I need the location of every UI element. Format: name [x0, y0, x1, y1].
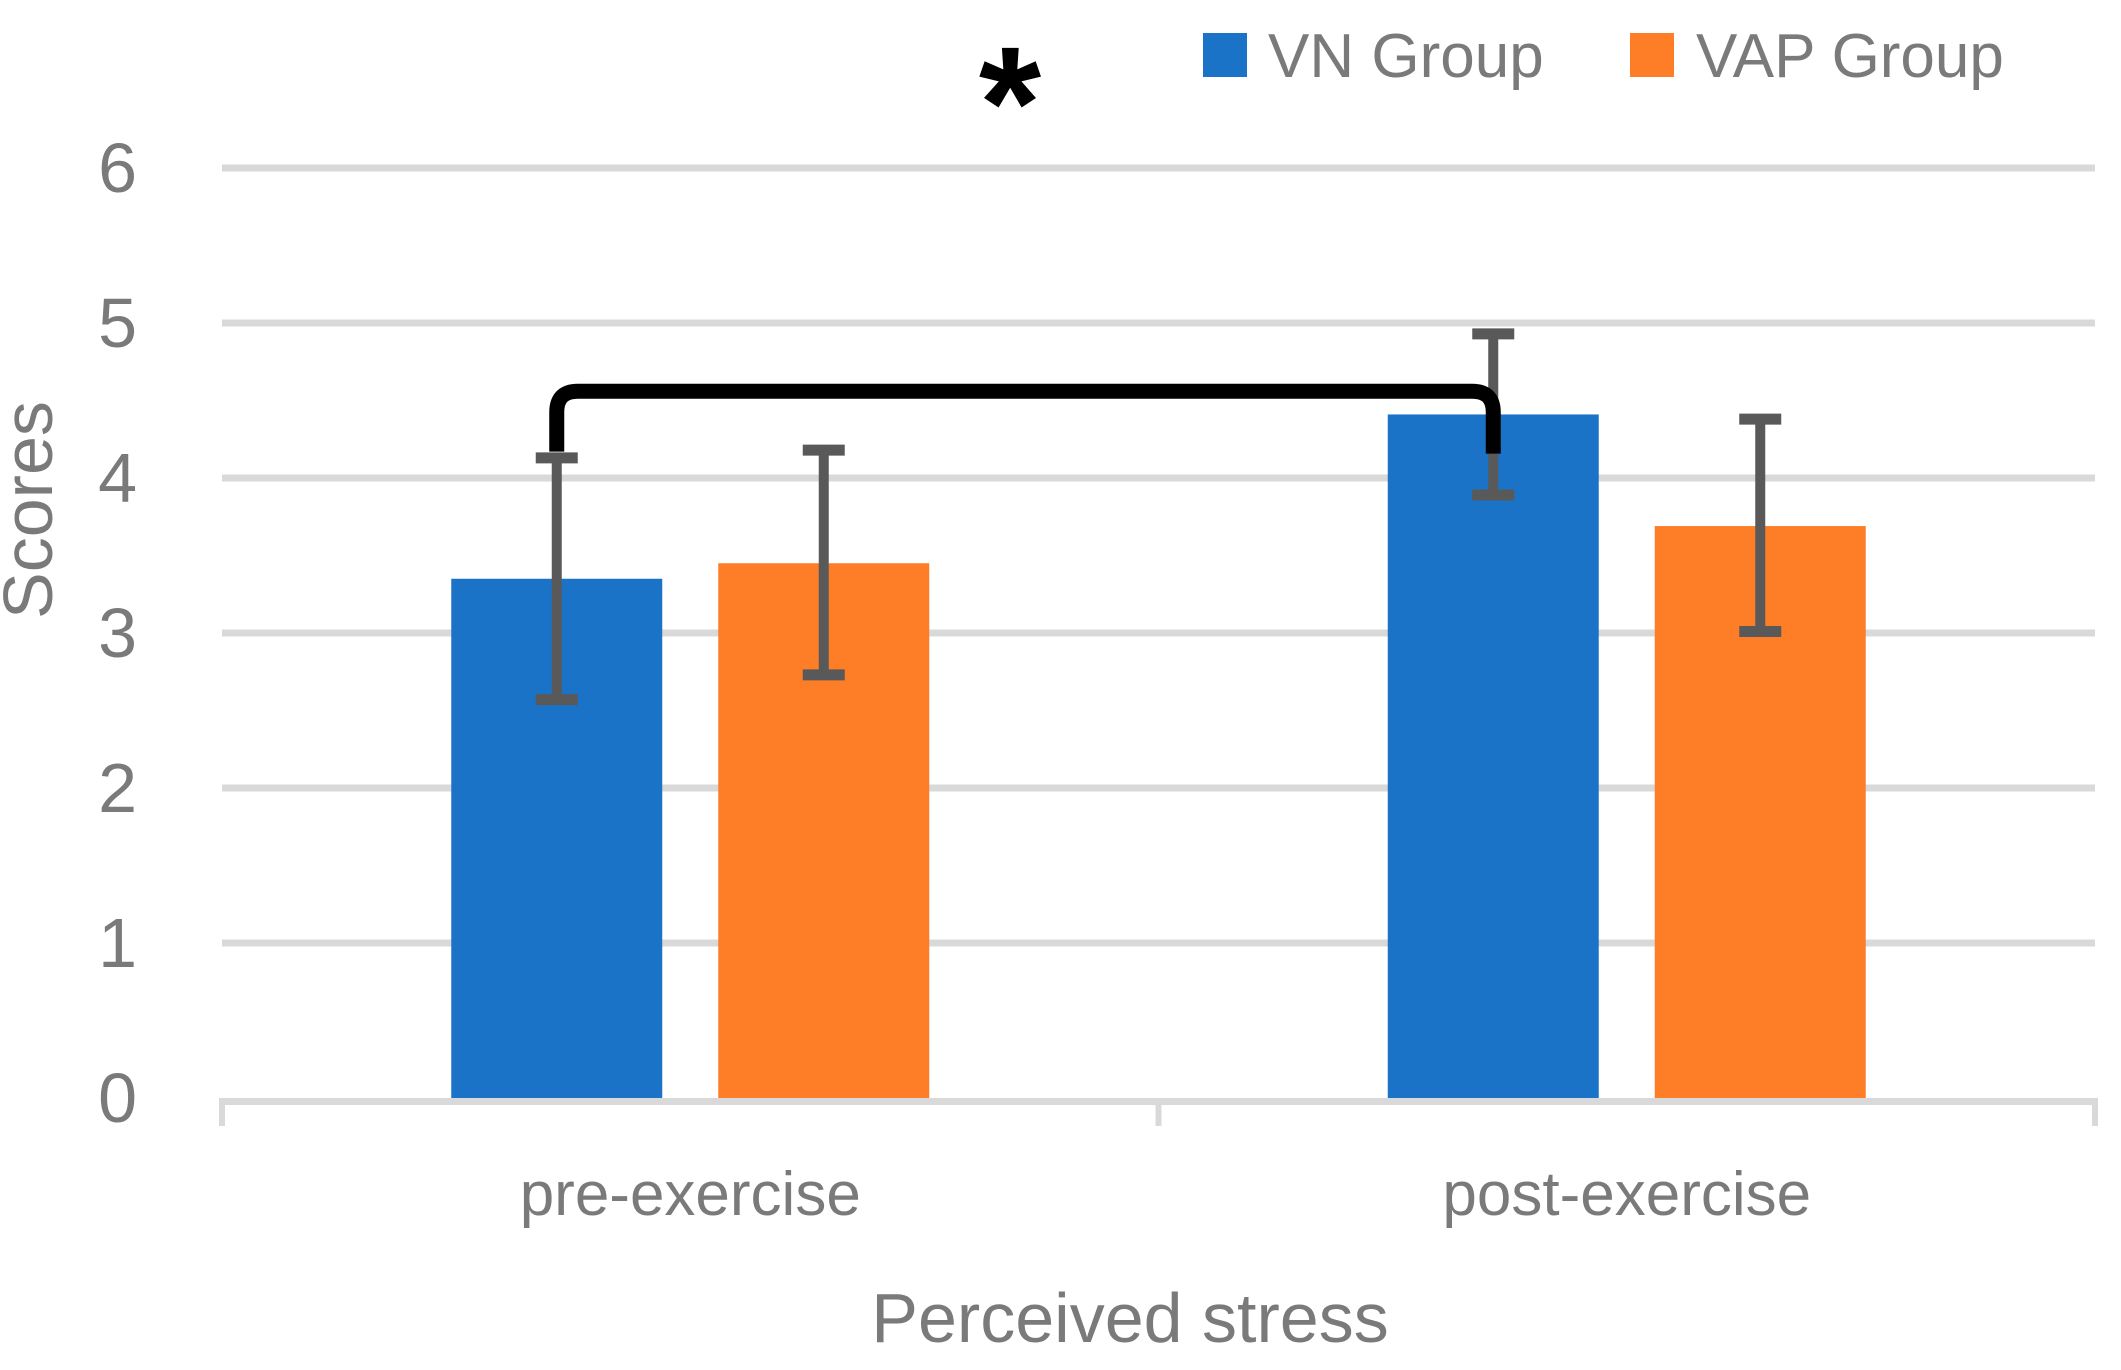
- bar-vn-group-post-exercise: [1387, 414, 1599, 1098]
- y-tick-label-5: 5: [98, 284, 137, 362]
- legend: VN Group VAP Group: [1203, 22, 2004, 91]
- y-axis-tick-labels: 0 1 2 3 4 5 6: [98, 129, 137, 1137]
- category-label-pre-exercise: pre-exercise: [520, 1160, 861, 1229]
- error-bar-vap-group-pre-exercise: [802, 444, 845, 681]
- x-axis-tick-0: [219, 1098, 225, 1126]
- bars: [451, 414, 1866, 1098]
- y-tick-label-4: 4: [98, 439, 137, 517]
- x-axis-title: Perceived stress: [871, 1279, 1388, 1357]
- y-tick-label-0: 0: [98, 1059, 137, 1137]
- x-axis-tick-1: [1155, 1098, 1162, 1126]
- y-axis-title: Scores: [0, 401, 67, 619]
- x-axis-line: [219, 1098, 2098, 1126]
- x-axis-category-labels: pre-exercise post-exercise: [520, 1160, 1811, 1229]
- category-label-post-exercise: post-exercise: [1442, 1160, 1811, 1229]
- x-axis-tick-2: [2092, 1098, 2098, 1126]
- error-bar-vn-group-pre-exercise: [535, 452, 578, 706]
- y-tick-label-1: 1: [98, 904, 137, 982]
- y-tick-label-2: 2: [98, 749, 137, 827]
- y-tick-label-6: 6: [98, 129, 137, 207]
- legend-swatch-vap: [1630, 33, 1674, 77]
- error-bar-vap-group-post-exercise: [1739, 413, 1782, 637]
- legend-label-vn: VN Group: [1268, 22, 1544, 91]
- significance-bracket-path: [549, 383, 1501, 454]
- significance-bracket: [549, 383, 1501, 454]
- significance-asterisk: *: [979, 13, 1042, 192]
- y-tick-label-3: 3: [98, 594, 137, 672]
- error-bars: [535, 328, 1782, 706]
- legend-swatch-vn: [1203, 33, 1247, 77]
- legend-label-vap: VAP Group: [1696, 22, 2004, 91]
